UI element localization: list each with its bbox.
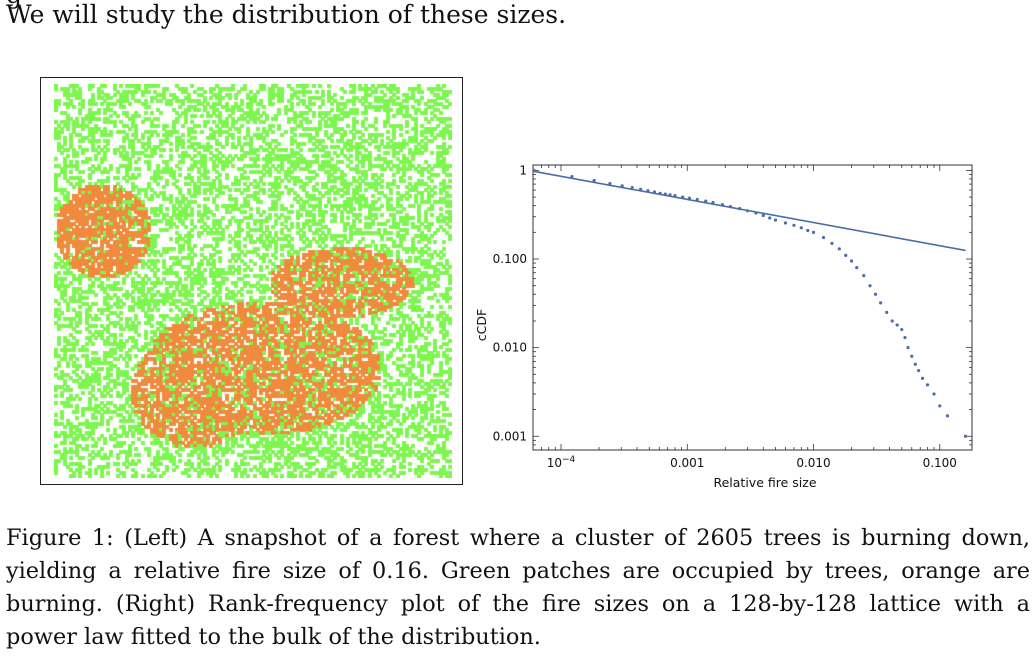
caption-text: (Left) A snapshot of a forest where a cl…: [6, 525, 1031, 650]
data-point: [811, 230, 816, 234]
plot-frame: [532, 164, 973, 451]
forest-lattice: [54, 84, 452, 478]
intro-line: We will study the distribution of these …: [6, 0, 567, 29]
data-point: [932, 392, 936, 396]
data-point: [963, 434, 968, 438]
data-point: [761, 213, 765, 218]
data-point: [768, 216, 772, 220]
data-point: [630, 185, 634, 190]
data-point: [938, 404, 942, 408]
data-point: [837, 247, 841, 251]
data-point: [773, 218, 778, 222]
x-tick-label: 10−4: [547, 455, 576, 470]
data-point: [920, 376, 925, 380]
data-point: [906, 346, 910, 350]
y-tick-label: 1: [519, 163, 527, 177]
data-point: [855, 265, 859, 270]
data-point: [917, 369, 921, 373]
data-point: [792, 223, 796, 227]
data-point: [913, 362, 917, 366]
data-point: [849, 259, 854, 263]
data-point: [821, 235, 826, 240]
y-axis-label: cCDF: [476, 309, 489, 341]
data-point: [945, 414, 950, 418]
x-axis-label: Relative fire size: [713, 475, 816, 490]
forest-snapshot: [40, 77, 465, 486]
y-tick-label: 0.001: [493, 429, 527, 443]
figure-caption: Figure 1: (Left) A snapshot of a forest …: [6, 522, 1030, 654]
rank-frequency-plot: 10−4 0.001 0.010 0.100 1 0.100 0.010 0.001 Rela…: [476, 155, 981, 492]
data-point: [925, 383, 930, 387]
data-point: [695, 197, 699, 202]
data-point: [862, 273, 866, 278]
y-tick-label: 0.100: [493, 252, 527, 266]
data-point: [895, 323, 899, 327]
x-tick-label: 0.100: [923, 456, 957, 470]
x-tick-label: 0.010: [796, 456, 830, 470]
data-point: [592, 178, 596, 183]
data-point: [903, 335, 907, 340]
data-point: [873, 292, 878, 296]
data-point: [783, 221, 788, 225]
power-law-fit-line: [532, 170, 966, 252]
data-point: [806, 228, 810, 233]
data-point: [910, 354, 914, 358]
data-point: [830, 241, 834, 246]
intro-partial-line: g: [6, 0, 22, 10]
data-point: [799, 226, 803, 230]
data-point: [900, 327, 904, 332]
data-point: [879, 301, 883, 305]
intro-text: g We will study the distribution of thes…: [6, 0, 1030, 30]
data-point: [868, 284, 872, 288]
data-point: [885, 310, 889, 314]
rank-frequency-svg: 10−4 0.001 0.010 0.100 1 0.100 0.010 0.001 Rela…: [476, 163, 973, 490]
caption-label: Figure 1:: [6, 525, 114, 551]
data-point: [890, 319, 894, 323]
x-tick-label: 0.001: [670, 456, 704, 470]
data-point: [844, 253, 848, 257]
y-tick-label: 0.010: [493, 341, 527, 355]
